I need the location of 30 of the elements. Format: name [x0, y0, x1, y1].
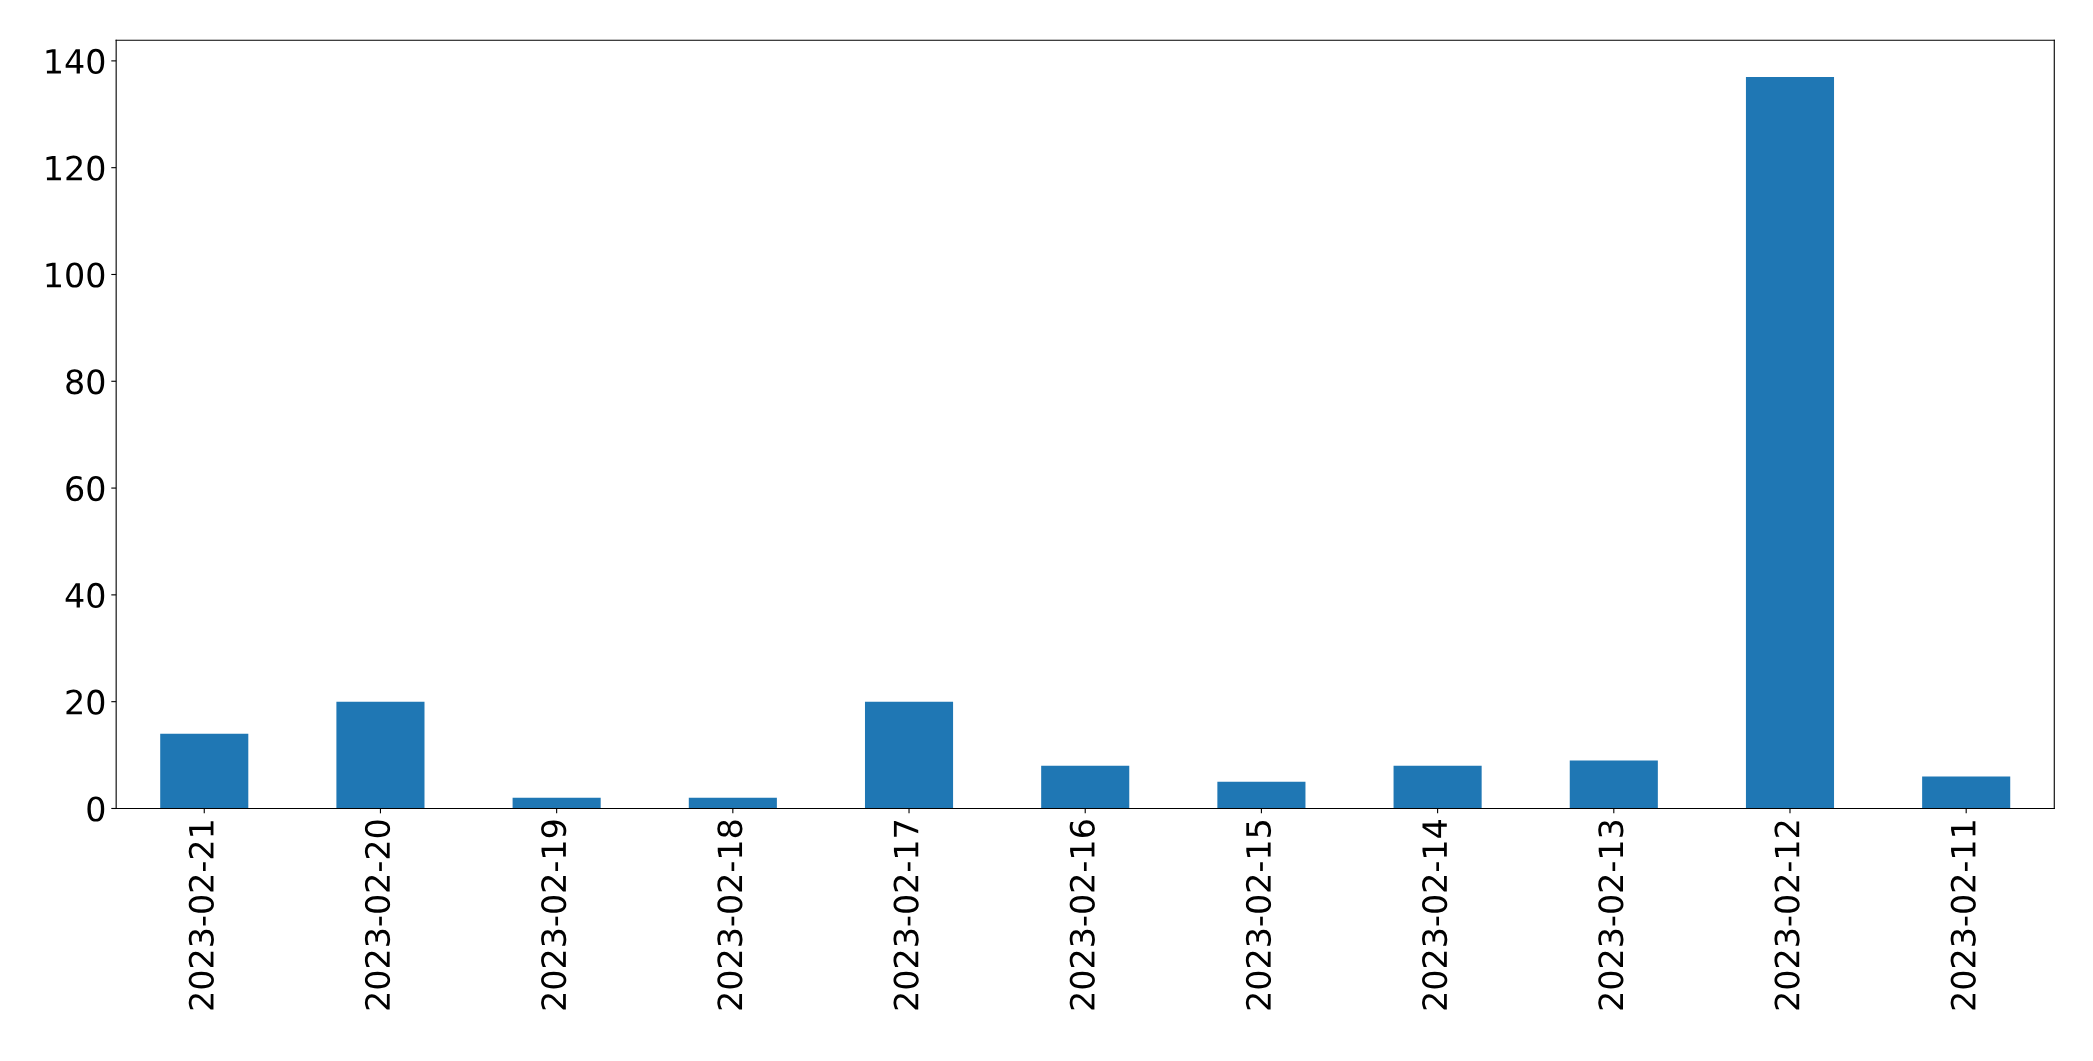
y-tick-label: 60: [66, 476, 105, 502]
y-tick-label: 40: [65, 582, 105, 609]
x-tick-label: 2023-02-16: [1069, 820, 1095, 1010]
y-tick-label: 80: [66, 369, 105, 395]
x-tick-label: 2023-02-21: [188, 821, 214, 1010]
bar: [1922, 776, 2011, 809]
x-tick-label: 2023-02-14: [1422, 820, 1448, 1010]
y-tick-label: 120: [46, 155, 105, 181]
bar: [1041, 765, 1130, 809]
bar: [512, 797, 601, 809]
bar: [1745, 76, 1835, 809]
bar: [336, 701, 425, 809]
x-tick-label: 2023-02-11: [1950, 821, 1976, 1010]
x-tick-label: 2023-02-18: [717, 820, 743, 1010]
bar: [1569, 760, 1658, 809]
y-tick-label: 140: [46, 48, 105, 75]
bar: [1217, 781, 1306, 809]
x-tick-label: 2023-02-15: [1245, 821, 1272, 1010]
x-tick-label: 2023-02-20: [364, 820, 391, 1010]
x-tick-label: 2023-02-19: [541, 820, 567, 1010]
x-tick-label: 2023-02-12: [1774, 821, 1800, 1010]
y-tick-label: 20: [66, 689, 105, 715]
x-tick-label: 2023-02-17: [893, 821, 919, 1010]
bar: [688, 797, 777, 809]
bar: [864, 701, 954, 809]
bar: [160, 733, 249, 809]
y-tick-label: 0: [87, 796, 105, 822]
x-tick-label: 2023-02-13: [1598, 820, 1624, 1010]
y-tick-label: 100: [46, 262, 105, 288]
bar: [1393, 765, 1482, 809]
